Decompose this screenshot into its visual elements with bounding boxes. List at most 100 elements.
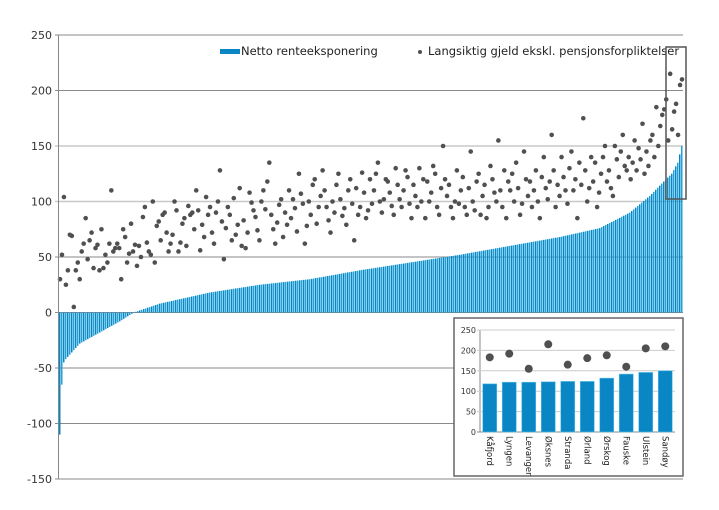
bar <box>107 312 109 329</box>
dot <box>492 190 497 195</box>
bar <box>647 197 649 313</box>
dot <box>87 238 92 243</box>
bar <box>157 304 159 313</box>
y-tick-label: 250 <box>31 29 52 42</box>
bar <box>407 262 409 313</box>
dot <box>624 168 630 173</box>
bar <box>499 247 501 313</box>
bar <box>415 261 417 313</box>
bar <box>387 265 389 313</box>
y-tick-label: -50 <box>34 362 52 375</box>
dot <box>424 179 430 184</box>
dot <box>79 249 85 254</box>
y-tick-label: 50 <box>38 251 52 264</box>
bar <box>309 279 311 313</box>
bar <box>359 270 361 313</box>
bar <box>199 294 201 313</box>
dot <box>136 243 142 249</box>
dot <box>296 171 302 177</box>
dot <box>197 248 203 253</box>
dot <box>616 174 622 180</box>
bar <box>551 238 553 313</box>
bar <box>297 280 299 313</box>
dot <box>168 241 173 246</box>
bar <box>97 312 99 334</box>
dot <box>472 208 477 213</box>
bar <box>491 249 493 313</box>
dot <box>150 199 156 204</box>
dot <box>95 242 100 248</box>
dot <box>588 154 594 160</box>
bar <box>583 231 585 313</box>
dot <box>567 165 572 171</box>
bar <box>657 187 659 313</box>
dot <box>148 252 154 258</box>
bar <box>71 312 73 353</box>
bar <box>69 312 71 355</box>
dot <box>170 232 175 238</box>
dot <box>180 221 185 226</box>
bar <box>473 252 475 313</box>
dot <box>164 230 169 235</box>
bar <box>331 275 333 313</box>
bar <box>377 267 379 313</box>
bar <box>307 279 309 313</box>
dot <box>93 245 98 251</box>
dot <box>494 199 499 204</box>
dot <box>184 243 189 249</box>
dot <box>679 77 685 82</box>
bar <box>253 285 255 313</box>
inset-dot <box>583 354 592 363</box>
dot <box>656 143 661 149</box>
bar <box>667 177 669 313</box>
bar <box>87 312 89 340</box>
dot <box>61 194 67 200</box>
dot <box>529 204 535 210</box>
bar <box>465 253 467 313</box>
bar <box>519 244 521 313</box>
dot <box>128 221 134 226</box>
bar <box>607 223 609 313</box>
bar <box>671 173 673 313</box>
dot <box>207 204 213 210</box>
dot <box>525 193 531 199</box>
bar <box>83 312 85 342</box>
dot <box>235 222 241 228</box>
dot <box>610 193 616 199</box>
dot <box>509 171 515 177</box>
bar <box>141 309 143 313</box>
bar <box>177 299 179 313</box>
dot <box>101 265 106 271</box>
bar <box>417 261 419 313</box>
bar <box>61 312 63 385</box>
dot <box>535 199 541 204</box>
dot <box>405 174 410 180</box>
bar <box>131 312 133 314</box>
bar <box>361 270 363 313</box>
dot <box>620 132 626 138</box>
dot <box>500 204 505 210</box>
inset-bar <box>638 372 654 433</box>
bar <box>579 232 581 313</box>
bar <box>623 215 625 313</box>
bar <box>477 251 479 313</box>
inset-category-label: Levanger <box>523 436 533 476</box>
dot <box>377 199 383 204</box>
bar <box>637 205 639 313</box>
bar <box>181 298 183 313</box>
dot <box>365 208 371 213</box>
dot <box>484 215 489 221</box>
dot <box>648 138 653 143</box>
dot <box>154 223 160 229</box>
legend-bar-label: Netto renteeksponering <box>241 44 378 58</box>
bar <box>77 312 79 346</box>
dot <box>144 240 150 245</box>
inset-category-label: Øksnes <box>542 436 553 468</box>
bar <box>173 300 175 313</box>
bar <box>135 311 137 313</box>
dot <box>553 204 558 210</box>
dot <box>298 191 304 197</box>
bar <box>301 280 303 313</box>
bar <box>533 241 535 313</box>
dot <box>531 188 537 193</box>
